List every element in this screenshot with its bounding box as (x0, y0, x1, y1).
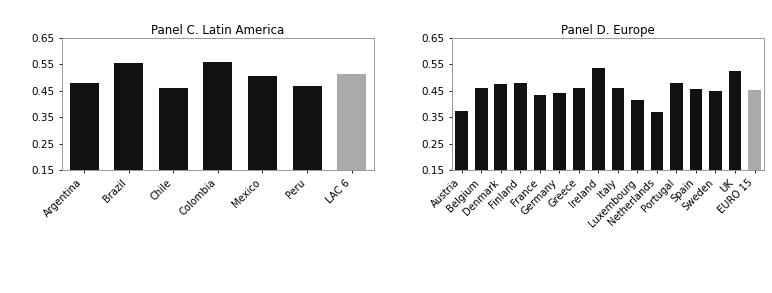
Bar (495, 84, 507, 209)
Bar (573, 88, 585, 209)
Bar (159, 88, 188, 209)
Bar (533, 95, 547, 209)
Bar (651, 112, 663, 209)
Title: Panel D. Europe: Panel D. Europe (561, 24, 655, 37)
Title: Panel C. Latin America: Panel C. Latin America (151, 24, 285, 37)
Bar (631, 100, 644, 209)
Bar (748, 90, 761, 209)
Bar (729, 71, 741, 209)
Bar (337, 74, 366, 209)
Bar (69, 83, 99, 209)
Bar (514, 84, 527, 209)
Bar (592, 69, 604, 209)
Bar (455, 111, 468, 209)
Bar (689, 89, 703, 209)
Bar (203, 62, 232, 209)
Bar (670, 84, 682, 209)
Bar (709, 91, 722, 209)
Bar (611, 88, 625, 209)
Bar (248, 76, 277, 209)
Bar (553, 93, 566, 209)
Bar (293, 86, 322, 209)
Bar (475, 88, 488, 209)
Bar (114, 63, 143, 209)
